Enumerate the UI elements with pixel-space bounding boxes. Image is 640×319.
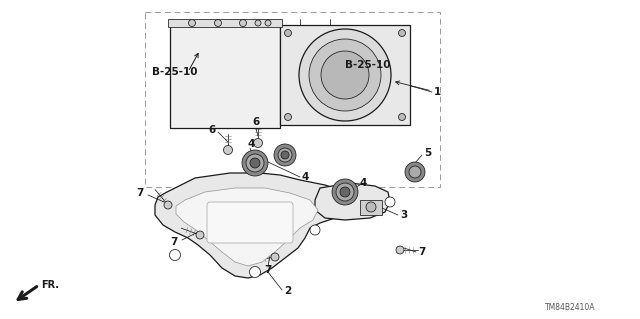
Circle shape <box>196 231 204 239</box>
Polygon shape <box>315 183 390 220</box>
Circle shape <box>299 29 391 121</box>
Circle shape <box>223 145 232 154</box>
Bar <box>360 200 382 215</box>
Circle shape <box>366 202 376 212</box>
Text: 2: 2 <box>284 286 291 296</box>
Bar <box>170 22 280 128</box>
Circle shape <box>214 19 221 26</box>
Circle shape <box>281 151 289 159</box>
Text: 3: 3 <box>400 210 407 220</box>
Bar <box>145 12 440 187</box>
Circle shape <box>285 114 291 121</box>
Text: B-25-10: B-25-10 <box>345 60 390 70</box>
Circle shape <box>246 154 264 172</box>
Circle shape <box>399 29 406 36</box>
Circle shape <box>396 246 404 254</box>
Text: 7: 7 <box>264 265 271 275</box>
Text: 4: 4 <box>302 172 309 182</box>
Circle shape <box>242 150 268 176</box>
Circle shape <box>250 158 260 168</box>
Circle shape <box>399 114 406 121</box>
Circle shape <box>253 138 262 147</box>
Text: 4: 4 <box>248 139 255 149</box>
Circle shape <box>189 19 195 26</box>
FancyBboxPatch shape <box>207 202 293 243</box>
Text: 4: 4 <box>360 178 367 188</box>
Circle shape <box>405 162 425 182</box>
Circle shape <box>309 39 381 111</box>
Circle shape <box>255 20 261 26</box>
Text: 6: 6 <box>208 125 215 135</box>
Circle shape <box>278 148 292 162</box>
Circle shape <box>409 166 421 178</box>
Circle shape <box>250 266 260 278</box>
Bar <box>168 19 282 27</box>
Polygon shape <box>176 188 318 266</box>
Text: TM84B2410A: TM84B2410A <box>545 303 595 312</box>
Polygon shape <box>155 173 345 278</box>
Text: 7: 7 <box>136 188 143 198</box>
Circle shape <box>271 253 279 261</box>
Text: 5: 5 <box>424 148 431 158</box>
Circle shape <box>321 51 369 99</box>
Circle shape <box>332 179 358 205</box>
Circle shape <box>285 29 291 36</box>
Circle shape <box>239 19 246 26</box>
Circle shape <box>310 225 320 235</box>
Text: 7: 7 <box>170 237 177 247</box>
Circle shape <box>170 249 180 261</box>
Circle shape <box>164 201 172 209</box>
Text: 1: 1 <box>434 87 441 97</box>
Text: 6: 6 <box>252 117 259 127</box>
Circle shape <box>274 144 296 166</box>
Text: B-25-10: B-25-10 <box>152 67 198 77</box>
Bar <box>280 25 410 125</box>
Text: 7: 7 <box>418 247 426 257</box>
Text: FR.: FR. <box>41 280 59 290</box>
Circle shape <box>385 197 395 207</box>
Circle shape <box>265 20 271 26</box>
Circle shape <box>340 187 350 197</box>
Circle shape <box>336 183 354 201</box>
